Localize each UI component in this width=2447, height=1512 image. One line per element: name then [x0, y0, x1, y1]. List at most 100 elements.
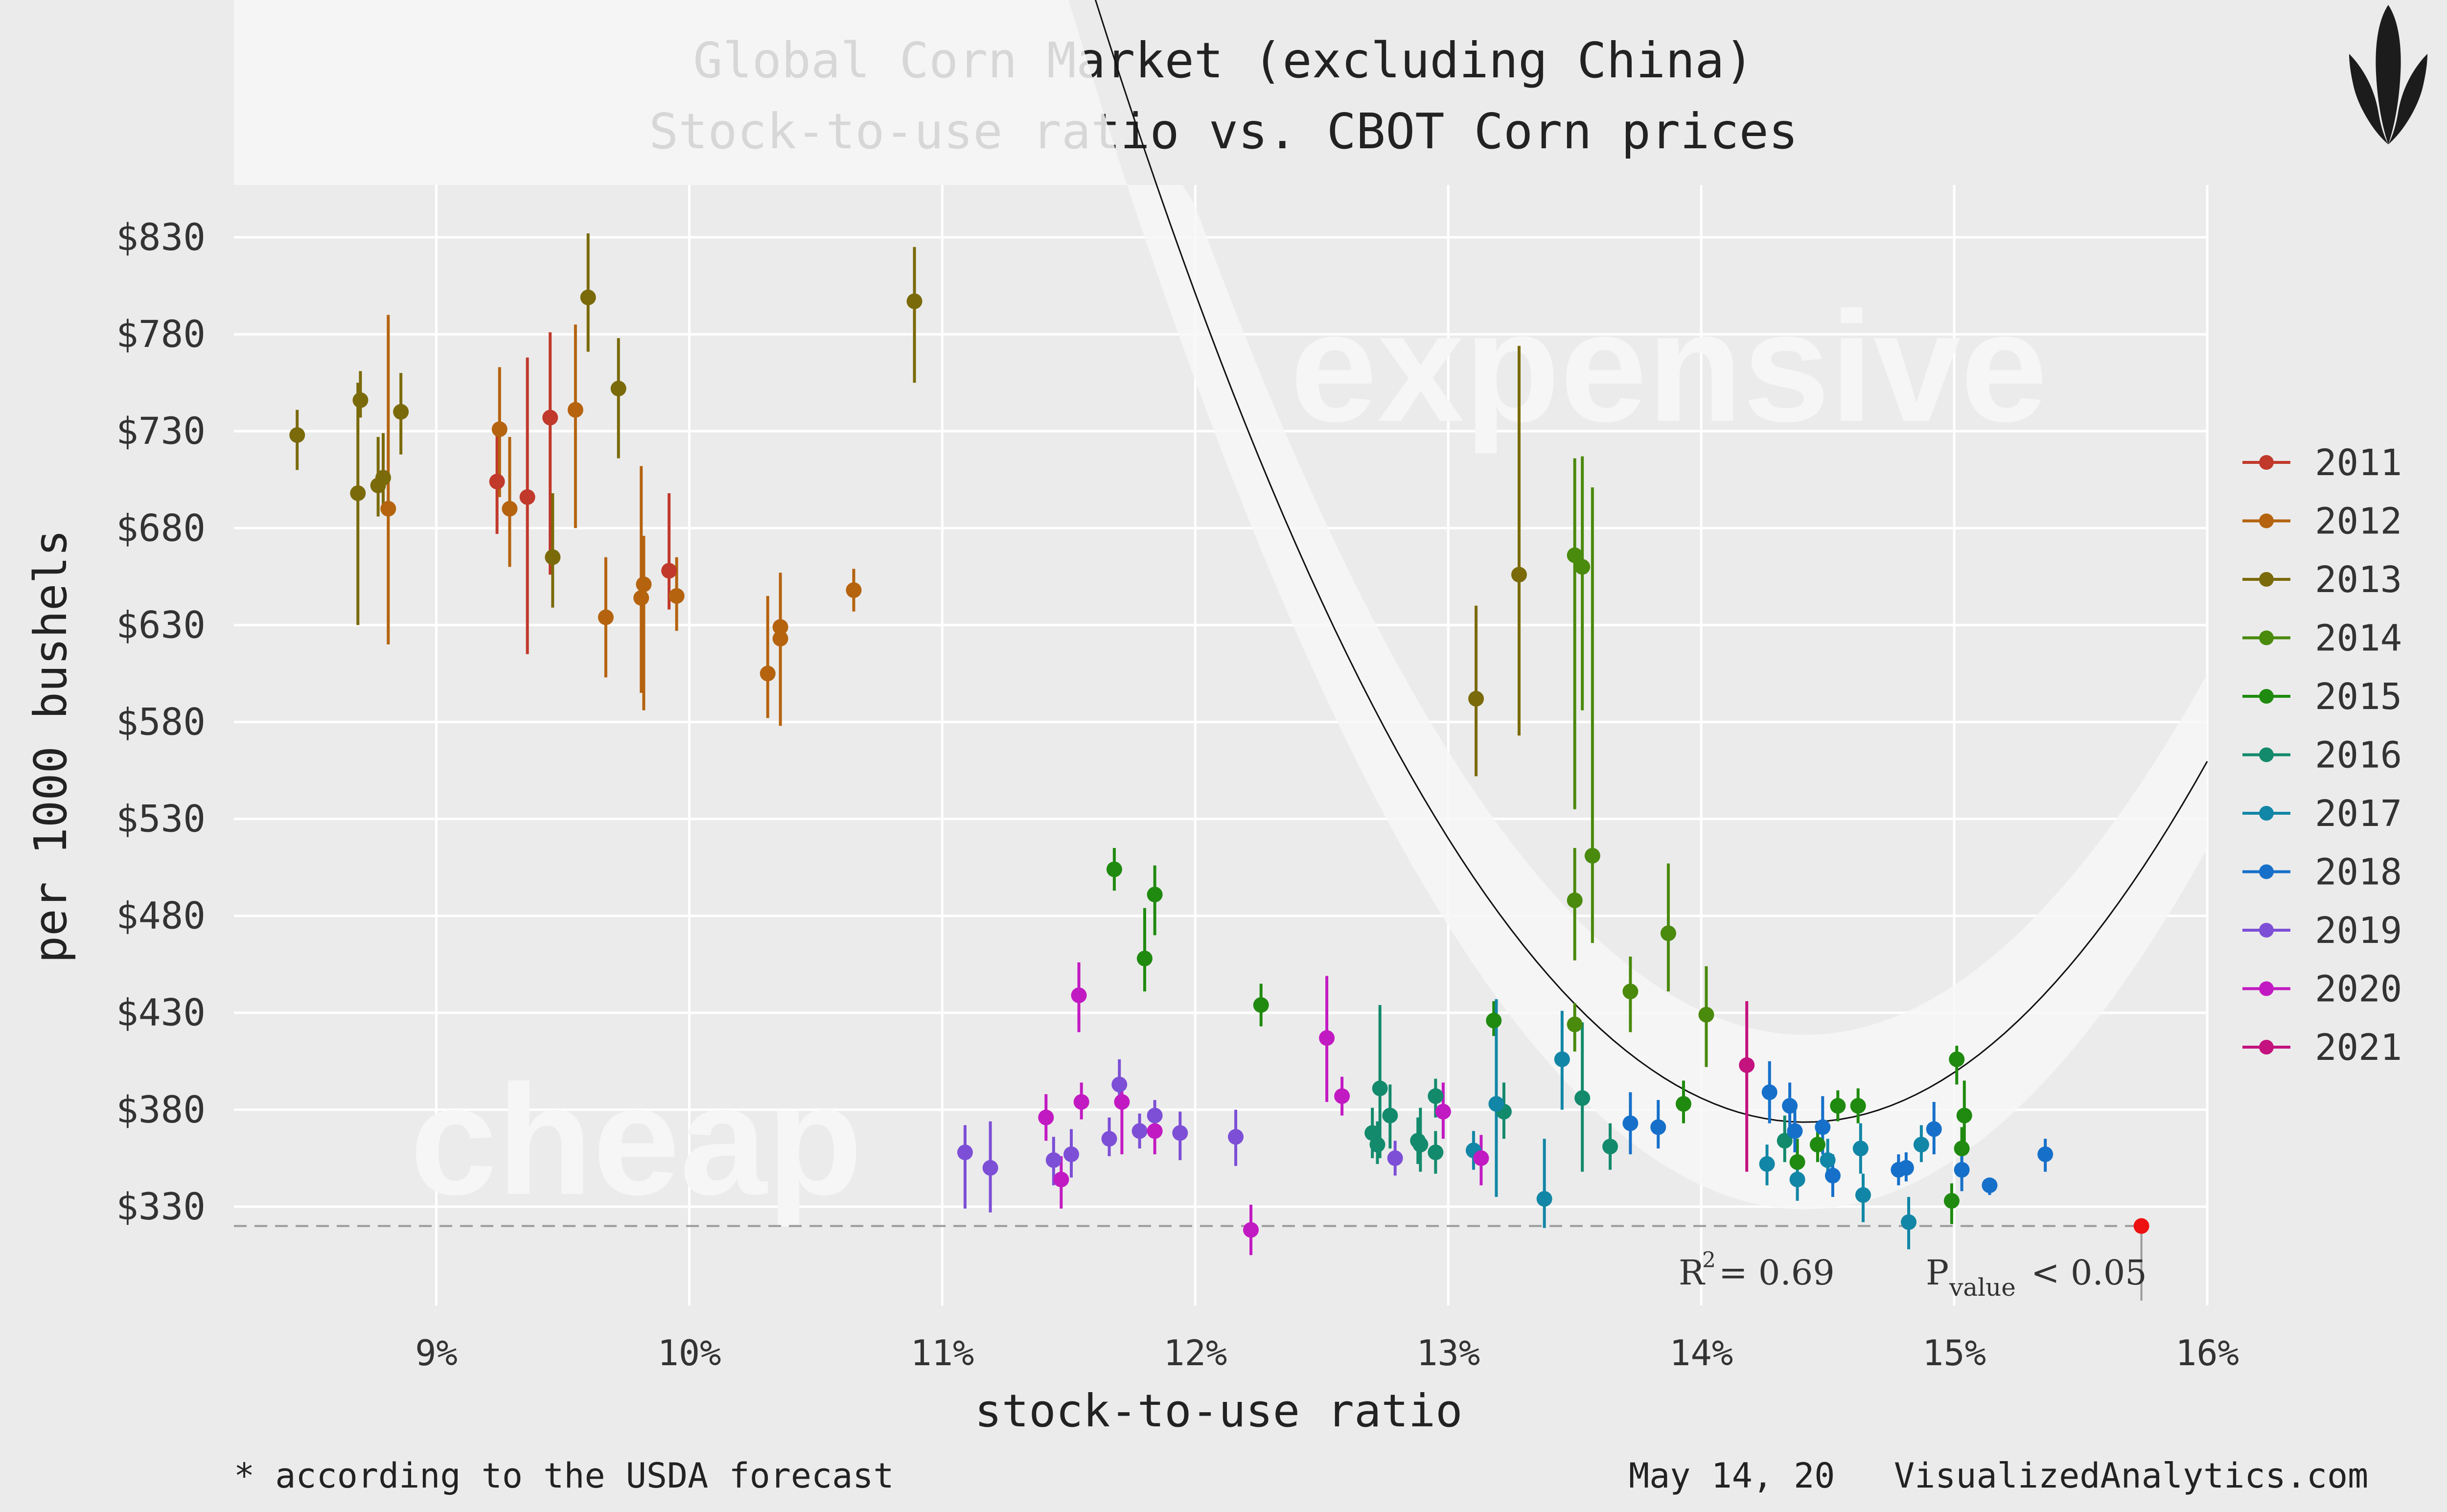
point-2012 [502, 501, 518, 517]
point-2020 [1071, 987, 1087, 1004]
point-2016 [1574, 1090, 1591, 1106]
point-2016 [1369, 1137, 1385, 1153]
legend-label-2019: 2019 [2315, 910, 2402, 952]
footnote: * according to the USDA forecast [234, 1456, 894, 1496]
point-2014 [1660, 925, 1676, 941]
point-2013 [289, 427, 305, 443]
legend-label-2015: 2015 [2315, 676, 2402, 718]
y-tick-label: $430 [116, 991, 206, 1034]
point-2011 [519, 489, 535, 505]
gridlines [234, 185, 2209, 1306]
point-2015 [1850, 1098, 1866, 1114]
point-2016 [1428, 1145, 1444, 1161]
point-2013 [906, 293, 923, 309]
point-2012 [636, 576, 652, 593]
point-2019 [982, 1160, 998, 1176]
point-2013 [1468, 690, 1484, 707]
footer-source[interactable]: VisualizedAnalytics.com [1894, 1456, 2369, 1496]
x-axis-ticks: 9% 10% 11% 12% 13% 14% 15% 16% [415, 1332, 2239, 1374]
y-tick-label: $680 [116, 506, 206, 550]
point-2012 [772, 631, 788, 647]
y-tick-label: $580 [116, 700, 206, 743]
point-2016 [1382, 1107, 1398, 1123]
point-2011 [661, 563, 677, 579]
point-2016 [1602, 1139, 1618, 1155]
r2-superscript: 2 [1702, 1248, 1716, 1273]
point-2018 [1782, 1098, 1798, 1114]
point-2012 [380, 501, 396, 517]
point-2015 [1954, 1141, 1970, 1157]
legend-marker-2012 [2259, 513, 2274, 528]
r2-label: R [1679, 1253, 1706, 1293]
point-2014 [1574, 559, 1591, 575]
point-2015 [1943, 1193, 1960, 1209]
point-2016 [1412, 1137, 1429, 1153]
point-2017 [1789, 1171, 1805, 1188]
point-2020 [1147, 1123, 1163, 1139]
legend-marker-2013 [2259, 572, 2274, 587]
y-tick-label: $480 [116, 894, 206, 938]
y-axis-ticks: $330 $380 $430 $480 $530 $580 $630 $680 $730 $780… [116, 215, 206, 1228]
legend: 2011 2012 2013 2014 2015 2016 2017 2018 2019 2020… [2242, 442, 2402, 1069]
point-2012 [772, 619, 788, 635]
point-2017 [1913, 1137, 1929, 1153]
point-2015 [1809, 1137, 1825, 1153]
p-subscript: value [1949, 1273, 2016, 1302]
point-2013 [545, 549, 561, 565]
point-2017 [1554, 1051, 1570, 1067]
x-tick-label: 11% [910, 1332, 974, 1374]
y-tick-label: $530 [116, 797, 206, 841]
watermark-cheap: cheap [410, 1052, 863, 1228]
legend-marker-2019 [2259, 923, 2274, 938]
point-2013 [375, 470, 391, 486]
x-tick-label: 13% [1416, 1332, 1480, 1374]
point-2019 [1111, 1077, 1128, 1093]
x-tick-label: 16% [2175, 1332, 2239, 1374]
point-2015 [1956, 1107, 1972, 1123]
x-tick-label: 10% [657, 1332, 721, 1374]
point-2015 [1789, 1154, 1805, 1170]
forecast-point [2133, 1218, 2149, 1234]
point-2017 [1901, 1214, 1917, 1230]
x-tick-label: 14% [1669, 1332, 1733, 1374]
point-2013 [610, 381, 626, 397]
point-2015 [1675, 1096, 1691, 1112]
point-2019 [1172, 1125, 1188, 1141]
point-2012 [567, 402, 583, 418]
y-tick-label: $780 [116, 312, 206, 356]
point-2016 [1428, 1088, 1444, 1104]
point-2011 [489, 474, 505, 490]
x-tick-label: 9% [415, 1332, 458, 1374]
point-2015 [1486, 1012, 1502, 1029]
x-axis-label: stock-to-use ratio [975, 1385, 1463, 1437]
point-2018 [2037, 1146, 2054, 1162]
point-2015 [1830, 1098, 1846, 1114]
watermark-expensive: expensive [1290, 279, 2048, 455]
point-2015 [1106, 861, 1122, 877]
footer-date: May 14, 20 [1629, 1456, 1835, 1496]
point-2012 [846, 582, 862, 598]
point-2018 [1926, 1121, 1942, 1137]
point-2011 [542, 410, 558, 426]
point-2019 [1387, 1150, 1403, 1166]
point-2018 [1622, 1115, 1639, 1131]
legend-marker-2016 [2259, 747, 2274, 762]
point-2013 [1511, 567, 1527, 583]
point-2018 [1650, 1119, 1666, 1135]
point-2014 [1698, 1007, 1714, 1023]
point-2020 [1114, 1094, 1130, 1110]
legend-label-2012: 2012 [2315, 501, 2402, 543]
y-tick-label: $380 [116, 1088, 206, 1131]
point-2018 [1761, 1084, 1778, 1100]
point-2019 [1131, 1123, 1148, 1139]
point-2012 [598, 609, 614, 625]
p-label: P [1926, 1253, 1949, 1293]
legend-marker-2021 [2259, 1040, 2274, 1054]
point-2016 [1372, 1080, 1388, 1097]
legend-label-2020: 2020 [2315, 968, 2402, 1010]
point-2019 [1045, 1152, 1062, 1168]
legend-label-2014: 2014 [2315, 618, 2402, 660]
legend-marker-2015 [2259, 689, 2274, 704]
point-2020 [1038, 1109, 1054, 1125]
